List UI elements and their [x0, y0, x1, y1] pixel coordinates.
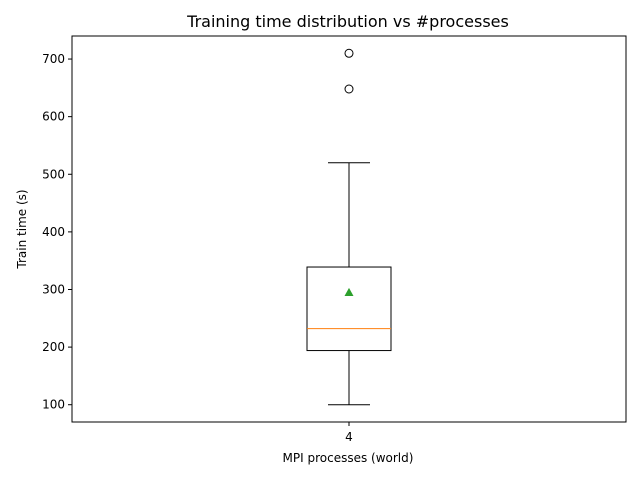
chart-title: Training time distribution vs #processes [186, 12, 509, 31]
x-axis-label: MPI processes (world) [283, 451, 414, 465]
y-tick-label: 300 [42, 282, 65, 296]
y-tick-label: 500 [42, 167, 65, 181]
box-plot-group [306, 48, 392, 406]
y-tick-label: 700 [42, 52, 65, 66]
y-tick-label: 100 [42, 398, 65, 412]
y-tick-label: 200 [42, 340, 65, 354]
plot-frame [71, 35, 627, 423]
y-axis-label: Train time (s) [15, 189, 29, 269]
x-axis-ticks: 4 [345, 422, 353, 444]
mean-marker [344, 287, 354, 296]
y-tick-label: 600 [42, 110, 65, 124]
y-axis-ticks: 100 200 300 400 500 600 700 [42, 52, 72, 412]
outlier-point [344, 48, 354, 58]
outlier-point [344, 84, 354, 94]
x-tick-label: 4 [345, 430, 353, 444]
y-tick-label: 400 [42, 225, 65, 239]
iqr-box [306, 266, 392, 352]
